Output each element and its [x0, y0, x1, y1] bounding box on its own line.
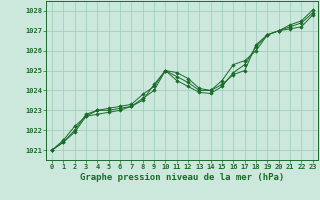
X-axis label: Graphe pression niveau de la mer (hPa): Graphe pression niveau de la mer (hPa)	[80, 173, 284, 182]
